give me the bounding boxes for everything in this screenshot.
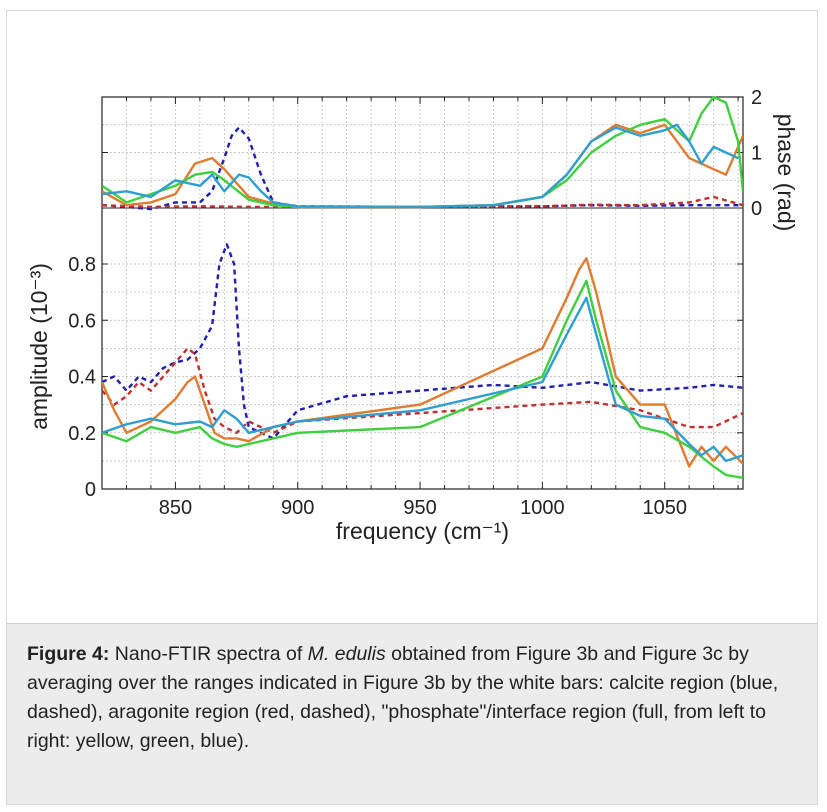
amplitude-series-4 [102,279,743,479]
amplitude-series-1 [102,243,743,440]
phase-series-2 [102,195,743,209]
amplitude-series-3 [102,257,743,468]
y-tick-label: 0.8 [68,254,96,276]
y-tick-label: 0.2 [68,423,96,445]
phase-series-1 [102,126,743,211]
phase-tick-label: 0 [751,198,762,220]
figure-frame: 850 900 950 1000 1050 0 0.2 0.4 0.6 0.8 0 1 2 frequen… [6,10,818,805]
phase-tick-label: 1 [751,143,762,165]
x-tick-label: 1000 [520,497,565,519]
caption-label: Figure 4: [27,643,110,665]
y-tick-label: 0.4 [68,367,96,389]
chart-svg: 850 900 950 1000 1050 0 0.2 0.4 0.6 0.8 0 1 2 frequen… [26,87,799,544]
phase-series-4 [102,95,743,209]
y-axis-label: amplitude (10⁻³) [26,263,52,430]
x-tick-label: 950 [403,497,436,519]
x-tick-label: 900 [281,497,314,519]
phase-series-5 [102,123,739,209]
x-axis-label: frequency (cm⁻¹) [336,518,509,544]
figure-caption: Figure 4: Nano-FTIR spectra of M. edulis… [7,623,817,804]
y-tick-label: 0 [85,479,96,501]
phase-tick-label: 2 [751,87,762,109]
phase-series-3 [102,123,743,209]
plot-frame [101,96,744,490]
phase-axis-label: phase (rad) [773,114,799,232]
x-tick-label: 850 [159,497,192,519]
chart-area: 850 900 950 1000 1050 0 0.2 0.4 0.6 0.8 0 1 2 frequen… [7,11,819,623]
amplitude-series-5 [102,296,743,463]
amplitude-series-2 [102,347,743,434]
x-tick-label: 1050 [642,497,687,519]
caption-text-1: Nano-FTIR spectra of [109,643,308,665]
caption-text-2: obtained from Figure 3b and Figure 3c by… [27,643,779,752]
caption-species: M. edulis [307,643,386,665]
y-tick-label: 0.6 [68,310,96,332]
